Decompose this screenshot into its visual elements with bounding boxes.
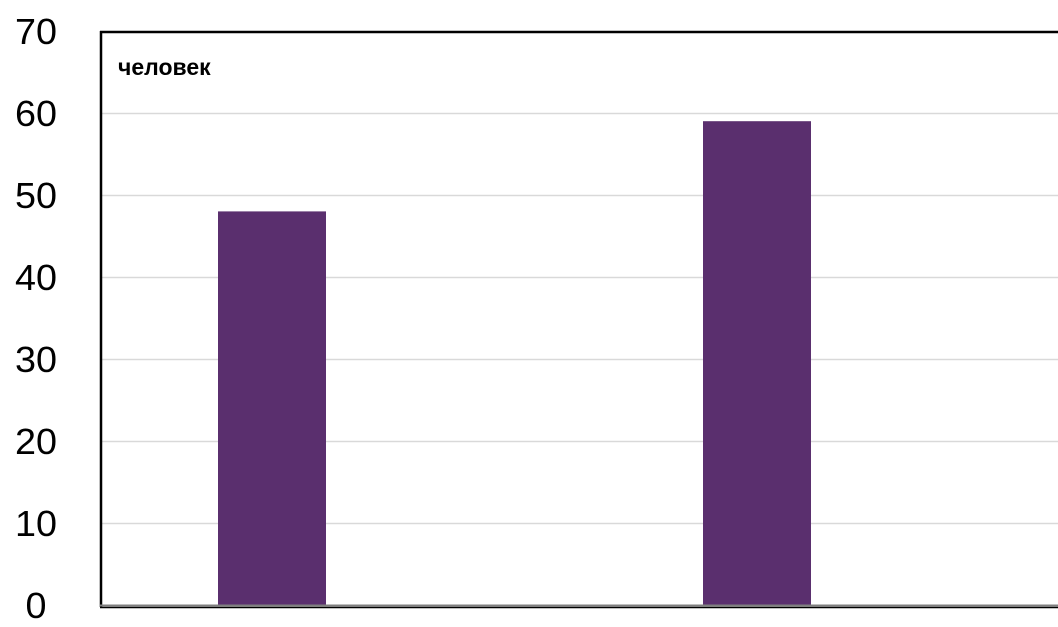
axes <box>99 30 1058 609</box>
bar-2 <box>703 121 811 605</box>
bars <box>218 121 811 605</box>
y-tick-label-20: 20 <box>15 421 57 462</box>
y-tick-label-10: 10 <box>15 503 57 544</box>
bar-1 <box>218 211 326 605</box>
y-tick-label-60: 60 <box>15 93 57 134</box>
y-tick-label-30: 30 <box>15 339 57 380</box>
y-tick-labels: 0 10 20 30 40 50 60 70 <box>15 11 57 626</box>
y-tick-label-50: 50 <box>15 175 57 216</box>
y-tick-label-70: 70 <box>15 11 57 52</box>
unit-label: человек <box>118 54 211 80</box>
y-tick-label-0: 0 <box>26 585 47 622</box>
y-tick-label-40: 40 <box>15 257 57 298</box>
